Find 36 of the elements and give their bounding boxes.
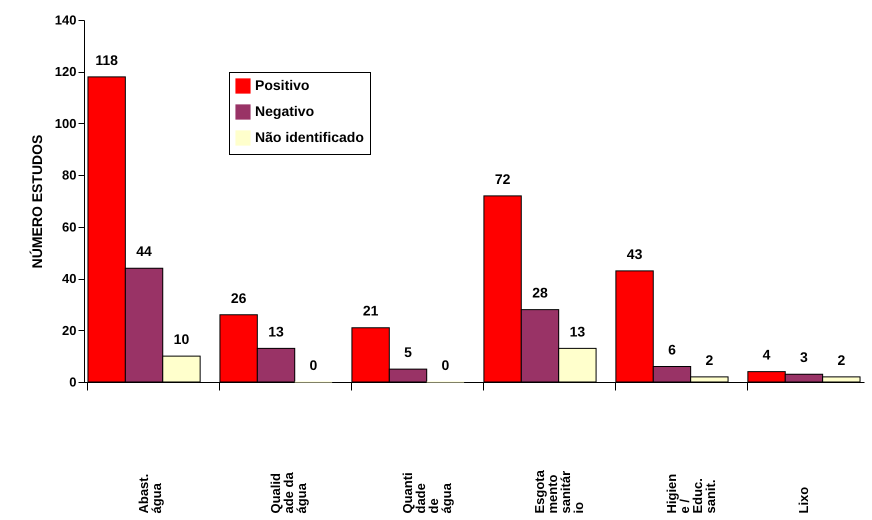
x-tick-label: Esgota mento sanitár io — [532, 469, 586, 514]
data-label: 72 — [494, 170, 511, 187]
y-tick-label: 140 — [54, 12, 76, 28]
y-tick-label: 40 — [62, 271, 76, 286]
data-label: 28 — [532, 284, 548, 301]
y-tick-label: 20 — [62, 322, 76, 338]
y-tick-label: 100 — [54, 116, 76, 131]
x-tick-label: Abast. água — [136, 474, 164, 514]
data-label: 5 — [404, 344, 412, 360]
data-label: 13 — [268, 323, 284, 340]
data-label: 13 — [570, 323, 586, 340]
legend-label: Positivo — [255, 77, 310, 93]
data-label: 10 — [174, 331, 190, 348]
data-label: 6 — [668, 341, 676, 358]
legend-label: Negativo — [255, 103, 314, 119]
data-label: 26 — [230, 290, 247, 306]
data-label: 3 — [800, 349, 808, 366]
data-label: 4 — [762, 346, 771, 363]
data-label: 21 — [362, 302, 379, 319]
y-tick-label: 60 — [62, 219, 76, 234]
data-label: 118 — [95, 52, 118, 68]
data-label: 0 — [442, 357, 450, 373]
y-tick-label: 120 — [54, 64, 76, 80]
x-tick-label: Quanti dade de água — [400, 472, 454, 514]
y-axis-title: NÚMERO ESTUDOS — [28, 134, 45, 268]
x-tick-label: Higien e / Educ. sanit. — [664, 474, 718, 514]
data-label: 2 — [837, 352, 846, 368]
data-label: 43 — [626, 246, 643, 262]
data-label: 2 — [705, 352, 714, 368]
x-tick-label: Qualid ade da água — [268, 472, 310, 514]
y-tick-label: 0 — [69, 374, 76, 390]
data-label: 0 — [310, 357, 318, 373]
x-tick-label: Lixo — [796, 486, 811, 514]
y-tick-label: 80 — [62, 168, 76, 183]
legend-label: Não identificado — [255, 129, 364, 145]
data-label: 44 — [136, 243, 152, 260]
